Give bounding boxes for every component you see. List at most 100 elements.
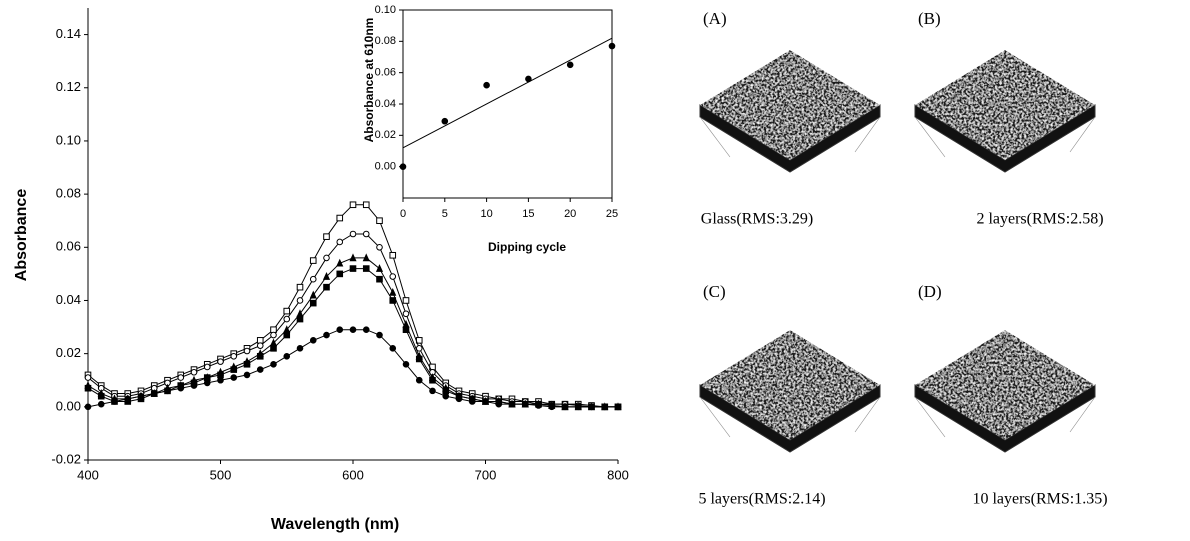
afm-surface	[700, 50, 880, 160]
marker	[415, 355, 423, 363]
marker	[309, 337, 317, 344]
marker	[270, 326, 277, 334]
x-tick-label: 400	[77, 467, 99, 482]
marker	[177, 374, 185, 381]
marker	[243, 371, 251, 379]
marker	[429, 376, 436, 384]
marker	[402, 360, 410, 368]
panel-label: (A)	[703, 9, 727, 28]
x-axis-label: Dipping cycle	[488, 240, 566, 254]
marker	[270, 360, 277, 368]
y-tick-label: 0.02	[56, 345, 81, 360]
marker	[309, 257, 317, 264]
marker	[362, 326, 370, 334]
marker	[349, 326, 357, 334]
marker	[283, 353, 291, 360]
marker	[323, 283, 330, 291]
y-tick-label: 0.10	[375, 4, 396, 16]
afm-axis	[914, 396, 946, 438]
marker	[84, 384, 92, 392]
marker	[84, 403, 92, 411]
marker	[561, 403, 569, 411]
marker	[190, 382, 198, 389]
marker	[322, 272, 331, 280]
marker	[256, 342, 264, 349]
x-tick-label: 700	[475, 467, 497, 482]
marker	[270, 331, 277, 339]
marker	[442, 392, 450, 400]
x-tick-label: 500	[210, 467, 232, 482]
afm-axis	[1069, 116, 1096, 153]
marker	[601, 403, 609, 411]
marker	[309, 299, 317, 307]
panel-caption: 10 layers(RMS:1.35)	[972, 491, 1107, 508]
marker	[124, 395, 132, 403]
marker	[203, 374, 211, 381]
marker	[203, 379, 211, 387]
panel-label: (D)	[918, 282, 942, 301]
marker	[495, 400, 503, 408]
afm-axis	[699, 116, 731, 158]
marker	[349, 230, 357, 238]
marker	[442, 387, 450, 395]
marker	[535, 402, 542, 409]
afm-axis	[854, 116, 881, 153]
marker	[349, 265, 357, 272]
marker	[230, 353, 238, 360]
afm-panel	[914, 50, 1096, 173]
y-tick-label: -0.02	[51, 451, 81, 466]
marker	[349, 201, 357, 209]
marker	[349, 253, 357, 262]
afm-panel	[914, 330, 1096, 453]
marker	[415, 376, 423, 384]
y-tick-label: 0.02	[375, 129, 396, 141]
afm-panel	[699, 50, 881, 173]
marker	[296, 283, 304, 291]
y-tick-label: 0.14	[56, 26, 81, 41]
marker	[336, 326, 344, 334]
marker	[336, 214, 344, 222]
marker	[402, 297, 410, 304]
marker	[362, 201, 370, 209]
marker	[362, 230, 370, 238]
marker	[97, 392, 105, 400]
marker	[283, 307, 291, 315]
marker	[362, 253, 370, 262]
afm-surface	[700, 330, 880, 440]
afm-axis	[699, 396, 731, 438]
marker	[508, 400, 516, 408]
marker	[243, 360, 251, 368]
marker	[468, 398, 476, 405]
marker	[283, 331, 291, 339]
marker	[614, 403, 622, 411]
marker	[190, 368, 198, 376]
marker	[270, 345, 277, 352]
x-tick-label: 600	[342, 467, 364, 482]
marker	[177, 384, 185, 392]
marker	[608, 42, 616, 50]
marker	[256, 353, 264, 360]
marker	[362, 265, 370, 272]
marker	[137, 392, 145, 400]
marker	[203, 363, 211, 371]
marker	[389, 273, 397, 280]
y-axis-label: Absorbance at 610nm	[362, 18, 376, 143]
x-tick-label: 10	[480, 208, 492, 220]
x-tick-label: 20	[564, 208, 576, 220]
x-axis-label: Wavelength (nm)	[271, 516, 399, 533]
marker	[111, 398, 118, 405]
marker	[399, 163, 407, 170]
afm-panel	[699, 330, 881, 453]
panel-label: (C)	[703, 282, 726, 301]
panel-label: (B)	[918, 9, 941, 28]
marker	[402, 326, 410, 334]
y-axis-label: Absorbance	[13, 189, 30, 282]
marker	[376, 275, 383, 283]
marker	[309, 275, 317, 283]
x-tick-label: 15	[522, 208, 534, 220]
y-tick-label: 0.06	[375, 67, 396, 79]
marker	[230, 374, 238, 381]
y-tick-label: 0.04	[375, 98, 396, 110]
marker	[429, 387, 436, 395]
marker	[283, 315, 291, 323]
